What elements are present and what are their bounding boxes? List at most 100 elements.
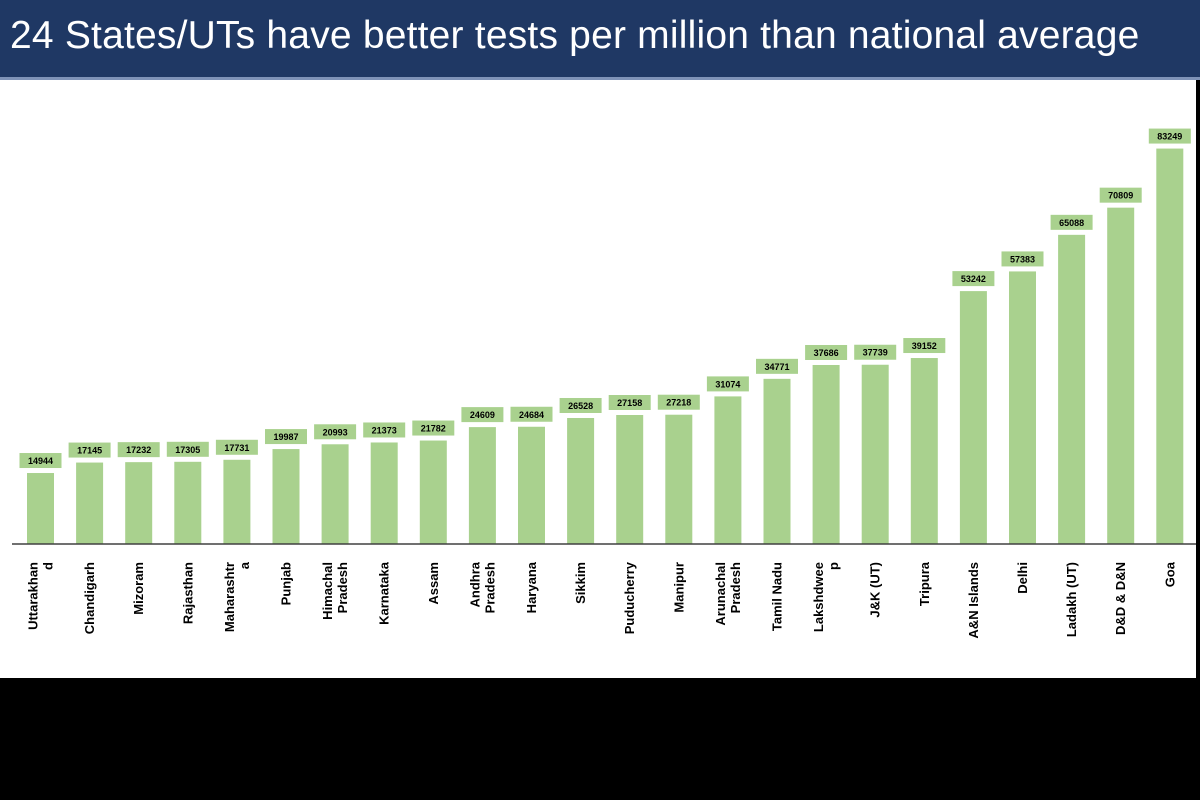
bar xyxy=(223,459,251,544)
bar xyxy=(812,364,840,544)
data-label: 57383 xyxy=(1010,254,1035,264)
data-label-box xyxy=(1148,128,1191,144)
category-label-line: Delhi xyxy=(1015,562,1030,594)
category-label-line: Sikkim xyxy=(573,562,588,604)
category-label-line: Goa xyxy=(1162,561,1177,587)
bar xyxy=(174,461,202,544)
data-label: 53242 xyxy=(961,274,986,284)
letterbox-bottom xyxy=(0,678,1200,800)
category-label-line: Haryana xyxy=(524,561,539,613)
category-label-line: Punjab xyxy=(279,562,294,605)
data-label: 21373 xyxy=(372,425,397,435)
data-label: 21782 xyxy=(421,424,446,434)
category-label-line: A&N Islands xyxy=(966,562,981,639)
bar xyxy=(910,358,938,544)
category-label: Arunachal Pradesh xyxy=(713,562,743,626)
data-label-box xyxy=(1001,251,1044,267)
category-label-line: Lakshdwee xyxy=(811,562,826,632)
category-label: Manipur xyxy=(671,562,686,613)
data-label-box xyxy=(363,422,406,438)
category-label-line: Pradesh xyxy=(482,562,497,613)
data-label-box xyxy=(854,344,897,360)
bars-layer xyxy=(27,148,1184,544)
data-label-box xyxy=(19,453,62,469)
data-label-box xyxy=(461,407,504,423)
category-label-line: d xyxy=(41,562,56,570)
category-label: Uttarakhan d xyxy=(26,562,56,630)
data-label-box xyxy=(903,338,946,354)
category-label: Sikkim xyxy=(573,562,588,604)
bar xyxy=(1107,207,1135,544)
category-label: Maharashtr a xyxy=(222,561,252,632)
category-label-line: Pradesh xyxy=(728,562,743,613)
category-label-line: a xyxy=(237,561,252,569)
data-label: 17232 xyxy=(126,445,151,455)
category-label: Chandigarh xyxy=(82,562,97,634)
data-label: 37686 xyxy=(814,348,839,358)
category-label-line: Chandigarh xyxy=(82,562,97,634)
bar xyxy=(1009,271,1036,544)
bar xyxy=(861,364,889,544)
bar xyxy=(763,378,791,544)
data-label-box xyxy=(215,439,258,455)
data-label: 39152 xyxy=(912,341,937,351)
data-label-box xyxy=(805,344,848,360)
data-label-box xyxy=(265,429,307,445)
data-label: 19987 xyxy=(273,432,298,442)
data-label-box xyxy=(756,358,798,374)
category-label-line: D&D & D&N xyxy=(1113,562,1128,635)
bar xyxy=(959,291,987,544)
data-label: 65088 xyxy=(1059,218,1084,228)
category-label: Goa xyxy=(1162,561,1177,587)
data-label-box xyxy=(412,420,455,436)
category-label-line: Tamil Nadu xyxy=(770,562,785,631)
data-label: 17731 xyxy=(224,443,249,453)
bar xyxy=(419,440,447,544)
category-label-line: Manipur xyxy=(671,562,686,613)
category-label: Rajasthan xyxy=(180,562,195,624)
page-title: 24 States/UTs have better tests per mill… xyxy=(10,14,1140,57)
data-label-box xyxy=(1099,187,1142,203)
category-label-line: Andhra xyxy=(467,561,482,607)
data-label: 27158 xyxy=(617,398,642,408)
category-label: Mizoram xyxy=(131,562,146,615)
bar xyxy=(714,396,742,544)
category-label: Puducherry xyxy=(622,561,637,634)
bar xyxy=(616,414,644,544)
title-bar: 24 States/UTs have better tests per mill… xyxy=(0,0,1200,80)
category-label-line: Ladakh (UT) xyxy=(1064,562,1079,637)
category-label-line: Uttarakhan xyxy=(26,562,41,630)
category-label-line: Himachal xyxy=(320,562,335,620)
category-label-line: Karnataka xyxy=(377,561,392,625)
data-label: 27218 xyxy=(666,398,691,408)
category-label: Tamil Nadu xyxy=(770,562,785,631)
bar xyxy=(370,442,398,544)
category-label: D&D & D&N xyxy=(1113,562,1128,635)
bar xyxy=(567,417,595,544)
data-label: 34771 xyxy=(764,362,789,372)
category-label-line: Arunachal xyxy=(713,562,728,626)
data-label-box xyxy=(314,424,357,440)
bar xyxy=(125,462,153,544)
data-label-box xyxy=(706,376,749,392)
data-label: 70809 xyxy=(1108,191,1133,201)
data-label-box xyxy=(510,406,553,422)
bar-chart: 14944 17145 17232 17305 17731 19987 20993 21373… xyxy=(12,128,1196,639)
category-label: Karnataka xyxy=(377,561,392,625)
bar xyxy=(468,427,496,544)
data-label: 24684 xyxy=(519,410,544,420)
category-labels-layer: Uttarakhan d Chandigarh Mizoram Rajasthan Mah… xyxy=(26,561,1178,638)
bar xyxy=(76,462,104,544)
category-label: Punjab xyxy=(279,562,294,605)
data-label-box xyxy=(68,442,111,458)
data-label-box xyxy=(657,394,700,410)
data-label-box xyxy=(559,397,602,413)
category-label: Andhra Pradesh xyxy=(467,561,497,613)
data-label-box xyxy=(166,441,209,457)
right-edge-border xyxy=(1196,80,1200,678)
category-label-line: Mizoram xyxy=(131,562,146,615)
bar xyxy=(665,414,693,544)
category-label-line: Maharashtr xyxy=(222,562,237,632)
category-label: Delhi xyxy=(1015,562,1030,594)
data-label-box xyxy=(608,394,651,410)
